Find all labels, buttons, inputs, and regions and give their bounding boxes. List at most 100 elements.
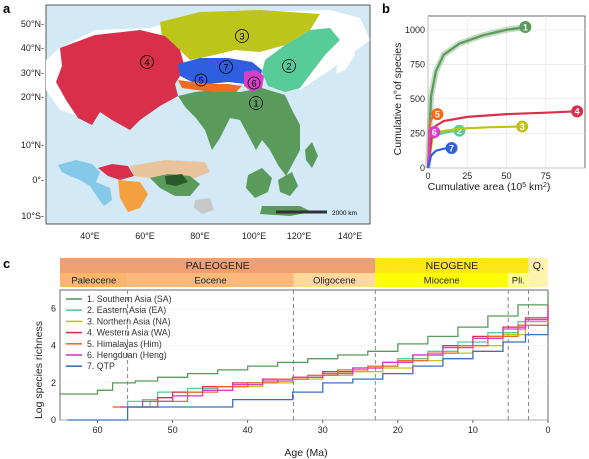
legend-label: 6. Hengduan (Heng) xyxy=(87,350,167,360)
era-bar xyxy=(375,258,529,273)
panel-c-xtick: 60 xyxy=(93,425,103,435)
epoch-bar xyxy=(127,273,294,287)
series-line xyxy=(120,308,549,408)
panel-b-xlabel: Cumulative area (105 km2) xyxy=(428,181,551,193)
series-line-1 xyxy=(426,26,526,169)
series-end-marker-5 xyxy=(431,108,444,121)
panel-c-xtick: 10 xyxy=(468,425,478,435)
series-line xyxy=(60,291,549,395)
panel-b-ytick: 1000 xyxy=(405,25,425,35)
series-end-label-1: 1 xyxy=(523,22,528,32)
region-5-marker xyxy=(194,73,208,87)
series-end-marker-4 xyxy=(571,105,584,118)
lon-label: 120°E xyxy=(287,231,312,241)
era-bar xyxy=(60,258,376,273)
panel-c-xtick: 20 xyxy=(393,425,403,435)
lon-label: 100°E xyxy=(242,231,267,241)
panel-c-ytick: 2 xyxy=(51,378,56,388)
era-label: PALEOGENE xyxy=(186,260,250,272)
epoch-bar xyxy=(528,273,548,287)
series-end-marker-1 xyxy=(519,21,532,34)
scale-label: 2000 km xyxy=(332,210,357,217)
panel-b-xtick: 50 xyxy=(501,171,511,181)
series-end-marker-7 xyxy=(445,141,458,154)
panel-c-xlabel: Age (Ma) xyxy=(284,447,327,459)
lat-label: 0°- xyxy=(32,175,44,185)
region-southern-asia xyxy=(178,88,300,176)
lat-label: 20°N- xyxy=(21,92,44,102)
region-7-label: 7 xyxy=(223,63,228,74)
panel-c-ytick: 0 xyxy=(51,415,56,425)
lat-label: 40°N- xyxy=(21,43,44,53)
series-end-label-4: 4 xyxy=(575,107,580,117)
region-western-asia xyxy=(56,30,185,130)
epoch-label: Paleocene xyxy=(71,276,116,287)
panel-b-ytick: 250 xyxy=(410,128,425,138)
panel-c-plot: 0 2 4 6 60 50 40 30 20 10 0 1. Southern Asia (SA)2.… xyxy=(51,289,551,435)
epoch-bar xyxy=(293,273,376,287)
region-1-label: 1 xyxy=(253,99,258,110)
panel-c-xtick: 30 xyxy=(318,425,328,435)
legend-label: 1. Southern Asia (SA) xyxy=(87,294,172,304)
panel-b-xtick: 75 xyxy=(541,171,551,181)
epoch-label: Pli. xyxy=(512,276,525,287)
region-northern-asia xyxy=(160,10,320,60)
panel-b-xlabel-unit: km xyxy=(526,181,543,193)
region-southern-asia-islands xyxy=(246,142,318,216)
lon-label: 140°E xyxy=(338,231,363,241)
region-eastern-asia xyxy=(262,28,340,92)
epoch-bar xyxy=(375,273,509,287)
panel-a-label: a xyxy=(3,1,11,16)
panel-c-xtick: 40 xyxy=(243,425,253,435)
series-end-marker-6 xyxy=(428,126,441,139)
inset-americas xyxy=(58,160,112,206)
epoch-label: Miocene xyxy=(424,276,460,287)
panel-b-ytick: 0 xyxy=(420,163,425,173)
panel-b-xlabel-sup2: 2 xyxy=(543,182,547,189)
lat-label: 50°N- xyxy=(21,19,44,29)
region-5-label: 5 xyxy=(198,76,203,87)
inset-north-asia xyxy=(130,160,210,178)
region-7-marker xyxy=(219,60,233,74)
panel-c-ytick: 6 xyxy=(51,304,56,314)
lat-label: 10°S- xyxy=(21,211,44,221)
series-line xyxy=(67,323,549,421)
era-bar xyxy=(528,258,548,273)
lon-label: 60°E xyxy=(135,231,155,241)
series-end-label-3: 3 xyxy=(520,122,525,132)
region-2-label: 2 xyxy=(286,62,291,73)
panel-b-label: b xyxy=(382,1,390,16)
panel-b-xlabel-main: Cumulative area (10 xyxy=(428,181,523,193)
legend-label: 4. Western Asia (WA) xyxy=(87,328,171,338)
region-4-marker xyxy=(140,55,154,69)
era-label: NEOGENE xyxy=(426,260,479,272)
epoch-label: Oligocene xyxy=(313,276,356,287)
region-2-marker xyxy=(282,59,296,73)
lat-labels: 50°N- 40°N- 30°N- 20°N- 10°N- 0°- 10°S- xyxy=(21,19,44,221)
panel-b-xtick: 0 xyxy=(425,171,430,181)
legend-label: 3. Northern Asia (NA) xyxy=(87,316,171,326)
region-3-label: 3 xyxy=(239,32,244,43)
panel-b-plot: 0 250 500 750 1000 0 25 50 75 1 2 3 4 5 6 7 xyxy=(405,15,586,181)
inset-europe xyxy=(98,164,134,180)
region-himalayas xyxy=(178,80,242,92)
panel-b-ylabel: Cumulative n°of species xyxy=(392,43,404,156)
region-3-marker xyxy=(235,29,249,43)
epoch-bar xyxy=(60,273,128,287)
lat-label: 30°N- xyxy=(21,68,44,78)
region-qtp xyxy=(178,58,262,84)
panel-b-ytick: 500 xyxy=(410,94,425,104)
panel-c-ylabel: Log species richness xyxy=(33,321,45,419)
series-end-marker-3 xyxy=(516,120,529,133)
panel-c-legend: 1. Southern Asia (SA)2. Eastern Asia (EA… xyxy=(66,294,172,371)
series-end-label-2: 2 xyxy=(457,126,462,136)
region-1-marker xyxy=(249,96,263,110)
panel-c-xtick: 0 xyxy=(545,425,550,435)
series-line xyxy=(112,310,549,408)
legend-label: 5. Himalayas (Him) xyxy=(87,339,162,349)
inset-australia xyxy=(194,198,214,214)
map-region-labels: 1 2 3 4 5 6 7 xyxy=(140,29,296,110)
epoch-bar xyxy=(508,273,529,287)
panel-b-xlabel-close: ) xyxy=(547,181,551,193)
